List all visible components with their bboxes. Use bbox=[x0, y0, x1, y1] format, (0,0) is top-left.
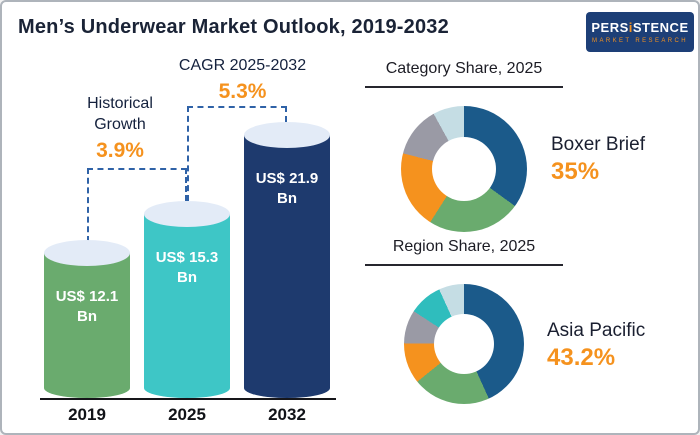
bar-value-label-2025: US$ 15.3 Bn bbox=[155, 249, 219, 286]
logo-wordmark: PERSiSTENCE bbox=[591, 20, 689, 35]
logo-orange-i: i bbox=[628, 20, 633, 35]
bar-top-ellipse bbox=[244, 122, 330, 148]
category-share-highlight: Boxer Brief 35% bbox=[551, 134, 696, 186]
pmr-logo: PERSiSTENCE MARKET RESEARCH bbox=[586, 12, 694, 52]
region-share-donut bbox=[404, 284, 524, 404]
bar-value-label-2032: US$ 21.9 Bn bbox=[255, 170, 319, 207]
category-share-donut bbox=[401, 106, 527, 232]
category-share-underline bbox=[365, 86, 563, 88]
historical-growth-value: 3.9% bbox=[96, 138, 144, 162]
category-highlight-value: 35% bbox=[551, 158, 600, 185]
cagr-label: CAGR 2025-2032 bbox=[178, 57, 307, 74]
x-axis-line bbox=[40, 398, 336, 400]
bar-2025: US$ 15.3 Bn bbox=[144, 201, 230, 398]
logo-tagline: MARKET RESEARCH bbox=[592, 38, 688, 44]
page-title: Men’s Underwear Market Outlook, 2019-203… bbox=[18, 16, 449, 38]
category-share-donut-hole bbox=[432, 137, 496, 201]
axis-label-2025: 2025 bbox=[168, 405, 206, 424]
region-highlight-label: Asia Pacific bbox=[547, 320, 646, 341]
region-highlight-value: 43.2% bbox=[547, 344, 616, 371]
region-share-highlight: Asia Pacific 43.2% bbox=[547, 320, 697, 372]
bar-top-ellipse bbox=[144, 201, 230, 227]
historical-growth-annotation: Historical Growth 3.9% bbox=[62, 94, 178, 163]
region-share-underline bbox=[365, 264, 563, 266]
cagr-value: 5.3% bbox=[218, 79, 267, 103]
cagr-annotation: CAGR 2025-2032 5.3% bbox=[165, 56, 320, 104]
historical-growth-connector-drop bbox=[87, 168, 187, 201]
bar-top-ellipse bbox=[44, 240, 130, 266]
axis-label-2019: 2019 bbox=[68, 405, 106, 424]
bar-2032: US$ 21.9 Bn bbox=[244, 122, 330, 398]
region-share-title: Region Share, 2025 bbox=[392, 238, 536, 255]
cagr-connector bbox=[187, 106, 287, 201]
category-highlight-label: Boxer Brief bbox=[551, 134, 645, 155]
category-share-title: Category Share, 2025 bbox=[385, 60, 543, 77]
historical-growth-connector bbox=[87, 168, 187, 242]
bar-2019: US$ 12.1 Bn bbox=[44, 240, 130, 398]
axis-label-2032: 2032 bbox=[268, 405, 306, 424]
bar-value-label-2019: US$ 12.1 Bn bbox=[55, 288, 119, 325]
cagr-connector-drop bbox=[187, 106, 287, 122]
region-share-donut-hole bbox=[434, 314, 494, 374]
historical-growth-label: Historical Growth bbox=[87, 95, 153, 133]
